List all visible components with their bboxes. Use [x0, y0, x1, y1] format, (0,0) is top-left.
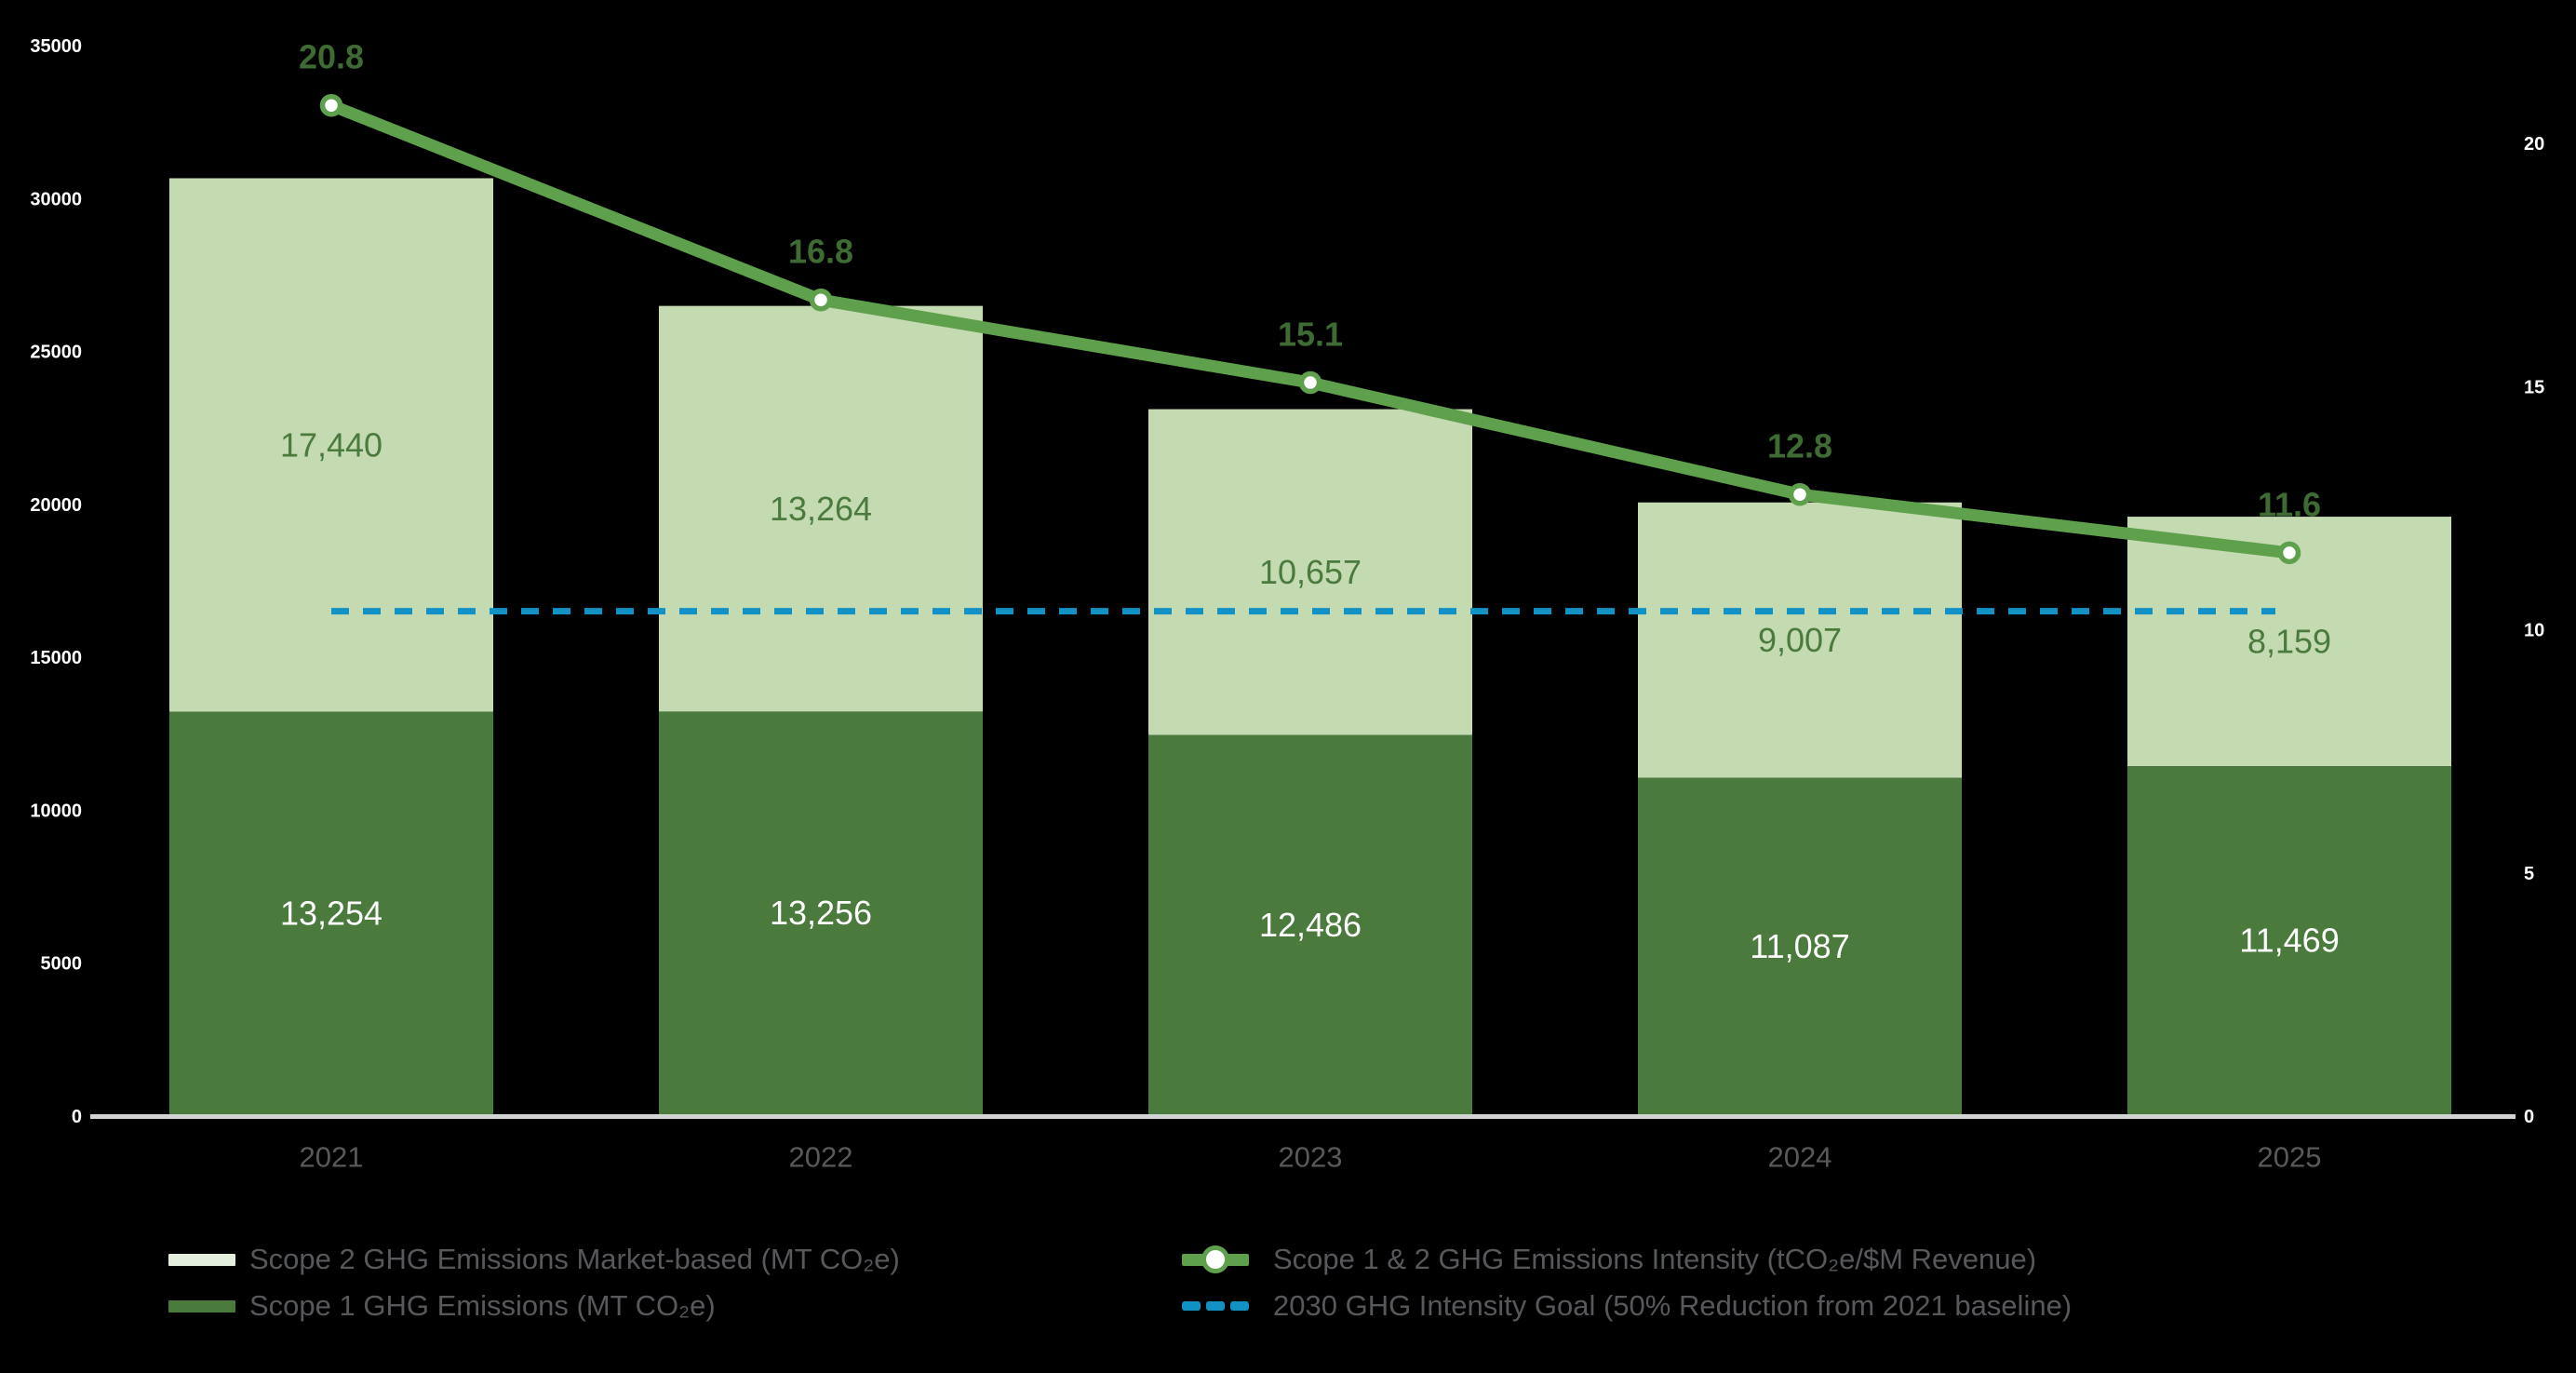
bar-segment-scope2-2023	[1148, 409, 1472, 735]
left-axis-tick-15000: 15000	[30, 648, 82, 668]
left-axis-tick-35000: 35000	[30, 36, 82, 57]
intensity-value-label-2022: 16.8	[788, 233, 853, 271]
x-axis-label-2022: 2022	[789, 1141, 853, 1174]
scope2-value-label-2024: 9,007	[1758, 621, 1842, 659]
bar-segment-scope2-2024	[1638, 502, 1962, 778]
scope2-value-label-2023: 10,657	[1259, 553, 1362, 591]
intensity-line-swatch	[1182, 1245, 1249, 1273]
x-axis-label-2021: 2021	[300, 1141, 364, 1174]
intensity-value-label-2025: 11.6	[2258, 485, 2321, 523]
right-axis-tick-5: 5	[2524, 864, 2534, 884]
scope1-value-label-2025: 11,469	[2239, 922, 2339, 960]
intensity-marker-icon	[1201, 1245, 1229, 1273]
intensity-marker-2021	[319, 93, 343, 117]
bar-segment-scope1-2025	[2127, 766, 2451, 1114]
x-axis-line	[90, 1114, 2516, 1119]
left-axis-tick-25000: 25000	[30, 343, 82, 363]
left-axis-tick-0: 0	[72, 1107, 82, 1127]
goal-dash-swatch	[1182, 1301, 1249, 1311]
scope1-value-label-2023: 12,486	[1259, 906, 1362, 944]
legend-item-intensity: Scope 1 & 2 GHG Emissions Intensity (tCO…	[1182, 1243, 2037, 1275]
left-axis-tick-20000: 20000	[30, 495, 82, 516]
bar-segment-scope2-2022	[659, 305, 983, 712]
intensity-value-label-2023: 15.1	[1278, 316, 1343, 354]
scope2-swatch	[168, 1253, 235, 1266]
x-axis-label-2023: 2023	[1279, 1141, 1343, 1174]
right-axis-tick-15: 15	[2524, 377, 2544, 397]
legend-label-scope2: Scope 2 GHG Emissions Market-based (MT C…	[249, 1243, 900, 1275]
left-axis-tick-30000: 30000	[30, 189, 82, 209]
intensity-value-label-2024: 12.8	[1767, 427, 1832, 465]
bar-segment-scope1-2022	[659, 711, 983, 1114]
legend-label-goal: 2030 GHG Intensity Goal (50% Reduction f…	[1273, 1289, 2073, 1322]
bar-segment-scope1-2023	[1148, 734, 1472, 1114]
dash-icon	[1182, 1301, 1201, 1311]
left-axis-tick-5000: 5000	[41, 954, 83, 975]
legend-item-goal: 2030 GHG Intensity Goal (50% Reduction f…	[1182, 1289, 2073, 1322]
scope1-value-label-2024: 11,087	[1750, 927, 1849, 965]
intensity-marker-2025	[2277, 541, 2301, 565]
intensity-value-label-2021: 20.8	[299, 38, 364, 76]
legend-label-scope1: Scope 1 GHG Emissions (MT CO₂e)	[249, 1289, 716, 1322]
legend-item-scope2: Scope 2 GHG Emissions Market-based (MT C…	[168, 1243, 900, 1275]
legend-label-intensity: Scope 1 & 2 GHG Emissions Intensity (tCO…	[1273, 1243, 2037, 1275]
bar-segment-scope1-2021	[169, 711, 493, 1114]
legend-item-scope1: Scope 1 GHG Emissions (MT CO₂e)	[168, 1289, 716, 1322]
intensity-marker-2024	[1788, 482, 1812, 506]
right-axis-tick-0: 0	[2524, 1107, 2534, 1127]
scope1-value-label-2022: 13,256	[770, 894, 872, 932]
dash-icon	[1230, 1301, 1249, 1311]
intensity-marker-2023	[1298, 370, 1322, 395]
x-axis-label-2025: 2025	[2258, 1141, 2322, 1174]
right-axis-tick-10: 10	[2524, 621, 2544, 641]
scope2-value-label-2021: 17,440	[280, 425, 382, 464]
right-axis-tick-20: 20	[2524, 134, 2544, 155]
dash-icon	[1206, 1301, 1225, 1311]
scope1-value-label-2021: 13,254	[280, 894, 382, 932]
left-axis-tick-10000: 10000	[30, 801, 82, 821]
bar-segment-scope1-2024	[1638, 777, 1962, 1114]
scope2-value-label-2025: 8,159	[2247, 623, 2331, 661]
scope1-swatch	[168, 1299, 235, 1312]
intensity-marker-2022	[809, 288, 833, 312]
scope2-value-label-2022: 13,264	[770, 490, 872, 528]
x-axis-label-2024: 2024	[1768, 1141, 1832, 1174]
bar-segment-scope2-2021	[169, 178, 493, 712]
